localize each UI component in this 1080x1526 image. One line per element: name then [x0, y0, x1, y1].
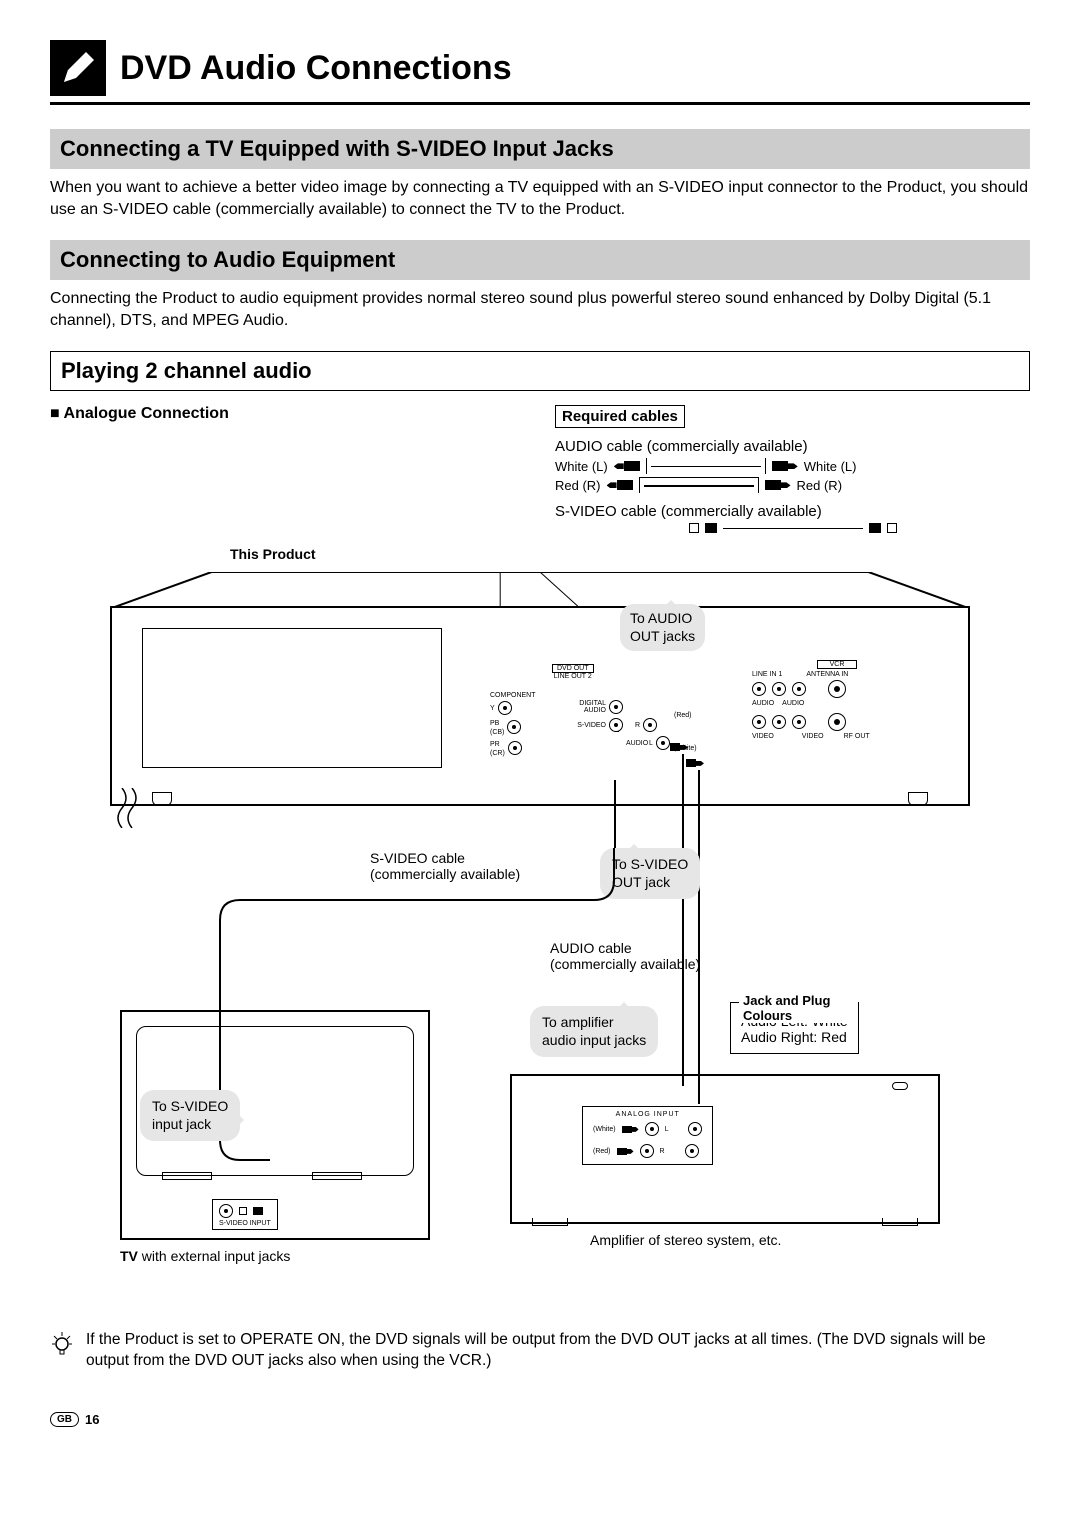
svideo-label: S-VIDEO — [572, 722, 606, 729]
audio-up-2: AUDIO — [782, 700, 804, 707]
audio-l-jack — [656, 736, 670, 750]
pencil-icon — [50, 40, 106, 96]
amp-analog-panel: ANALOG INPUT (White) L (Red) R — [582, 1106, 713, 1165]
pr-jack — [508, 741, 522, 755]
section-heading-2ch: Playing 2 channel audio — [50, 351, 1030, 391]
required-cables-label: Required cables — [555, 405, 685, 428]
tv-caption: TV with external input jacks — [120, 1248, 290, 1264]
plug-l-icon — [686, 754, 704, 772]
component-label: COMPONENT — [490, 692, 536, 699]
analog-input-label: ANALOG INPUT — [593, 1111, 702, 1118]
audio-cable-desc: AUDIO cable (commercially available) — [555, 438, 1030, 455]
svideo-out-jack — [609, 718, 623, 732]
callout-audio-out-text: To AUDIOOUT jacks — [630, 610, 695, 644]
foot-right — [908, 792, 928, 806]
dvd-out-label: DVD OUT — [552, 664, 594, 673]
antenna-in-label: ANTENNA IN — [806, 671, 848, 678]
amp-white: (White) — [593, 1126, 616, 1133]
jack-colours-title: Jack and Plug Colours — [739, 993, 858, 1023]
foot-left — [152, 792, 172, 806]
cable-red-row: Red (R) Red (R) — [555, 477, 1030, 493]
amp-l-jack — [645, 1122, 659, 1136]
digital-audio-jack — [609, 700, 623, 714]
pb-sub: (CB) — [490, 729, 504, 736]
amp-extra-l — [688, 1122, 702, 1136]
amp-r: R — [660, 1148, 665, 1155]
red-r-left: Red (R) — [555, 478, 601, 493]
tip-text: If the Product is set to OPERATE ON, the… — [86, 1330, 1030, 1372]
video-2: VIDEO — [802, 733, 824, 740]
line-out-audio-r — [772, 715, 786, 729]
page-title-bar: DVD Audio Connections — [50, 40, 1030, 105]
section-heading-svideo: Connecting a TV Equipped with S-VIDEO In… — [50, 129, 1030, 169]
rf-out-label: RF OUT — [844, 733, 870, 740]
region-code: GB — [50, 1412, 79, 1427]
callout-audio-out: To AUDIOOUT jacks — [620, 604, 705, 651]
svideo-cable-desc: S-VIDEO cable (commercially available) — [555, 503, 1030, 520]
pb-label: PB — [490, 720, 499, 727]
amp-caption: Amplifier of stereo system, etc. — [590, 1232, 781, 1248]
lightbulb-icon — [50, 1330, 74, 1372]
audio-label: AUDIO — [626, 740, 646, 747]
connection-diagram: DVD OUT LINE OUT 2 COMPONENT Y PB (CB) PR… — [50, 570, 1030, 1310]
section-heading-audio-equip: Connecting to Audio Equipment — [50, 240, 1030, 280]
page-title: DVD Audio Connections — [120, 49, 512, 88]
callout-svideo-in: To S-VIDEOinput jack — [140, 1090, 240, 1141]
section2-body: Connecting the Product to audio equipmen… — [50, 288, 1030, 331]
break-mark — [112, 788, 152, 828]
line-out-audio-l — [752, 715, 766, 729]
page-footer: GB 16 — [50, 1412, 1030, 1427]
line-in-video — [792, 682, 806, 696]
page-number: 16 — [85, 1412, 99, 1427]
amp-r-jack — [640, 1144, 654, 1158]
audio-up-1: AUDIO — [752, 700, 774, 707]
y-jack — [498, 701, 512, 715]
vcr-label: VCR — [817, 660, 857, 669]
this-product-label: This Product — [230, 546, 1030, 562]
y-label: Y — [490, 705, 495, 712]
antenna-in-jack — [828, 680, 846, 698]
white-l-left: White (L) — [555, 459, 608, 474]
line-in-audio-r — [772, 682, 786, 696]
intro-columns: ■ Analogue Connection Required cables AU… — [50, 405, 1030, 536]
tv-svideo-input-label: S-VIDEO INPUT — [219, 1220, 271, 1227]
white-l-right: White (L) — [804, 459, 857, 474]
r-label: R — [635, 722, 640, 729]
tip-note: If the Product is set to OPERATE ON, the… — [50, 1330, 1030, 1372]
amp-l: L — [665, 1126, 669, 1133]
red-tag: (Red) — [674, 712, 697, 719]
vent-panel — [142, 628, 442, 768]
analogue-connection-label: ■ Analogue Connection — [50, 405, 525, 423]
pr-sub: (CR) — [490, 750, 505, 757]
jack-colours-box: Jack and Plug Colours Audio Left: White … — [730, 1002, 859, 1054]
svideo-cable-row — [555, 523, 1030, 533]
video-1: VIDEO — [752, 733, 774, 740]
section1-body: When you want to achieve a better video … — [50, 177, 1030, 220]
pb-jack — [507, 720, 521, 734]
rf-out-jack — [828, 713, 846, 731]
pr-label: PR — [490, 741, 500, 748]
amp-extra-r — [685, 1144, 699, 1158]
amplifier-unit: ANALOG INPUT (White) L (Red) R — [510, 1074, 940, 1224]
line-in1-label: LINE IN 1 — [752, 671, 782, 678]
cable-white-row: White (L) White (L) — [555, 458, 1030, 474]
line-out-video — [792, 715, 806, 729]
tv-svideo-jack — [219, 1204, 233, 1218]
l-label: L — [649, 740, 653, 747]
dvd-unit-rear: DVD OUT LINE OUT 2 COMPONENT Y PB (CB) PR… — [110, 606, 970, 806]
perspective-top — [112, 572, 968, 608]
line-in-audio-l — [752, 682, 766, 696]
digital-audio-label: DIGITAL AUDIO — [572, 700, 606, 714]
red-r-right: Red (R) — [797, 478, 843, 493]
tv-svideo-box: S-VIDEO INPUT — [212, 1199, 278, 1230]
audio-r-jack — [643, 718, 657, 732]
amp-red: (Red) — [593, 1148, 611, 1155]
jack-colours-right: Audio Right: Red — [741, 1029, 848, 1045]
line-out2-label: LINE OUT 2 — [552, 673, 594, 680]
